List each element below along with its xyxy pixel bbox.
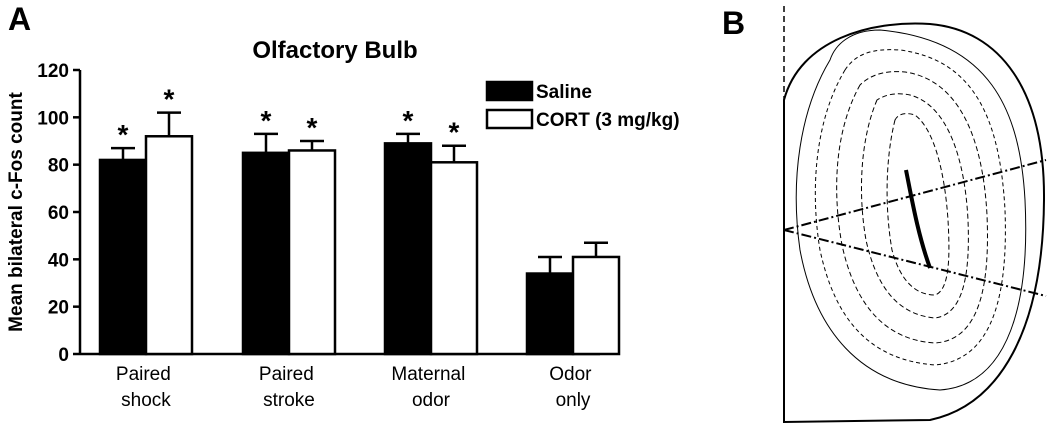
y-tick-label: 100 bbox=[37, 108, 69, 129]
y-tick-label: 0 bbox=[58, 345, 69, 366]
x-tick-label: Maternal odor bbox=[391, 364, 470, 411]
legend-label: CORT (3 mg/kg) bbox=[536, 110, 680, 131]
label-line: stroke bbox=[263, 390, 315, 411]
bar bbox=[571, 255, 621, 356]
y-axis-label: Mean bilateral c-Fos count bbox=[6, 92, 27, 332]
label-line: only bbox=[556, 390, 591, 411]
y-tick-label: 60 bbox=[48, 203, 69, 224]
bar bbox=[429, 161, 479, 356]
outline bbox=[783, 22, 1046, 424]
y-tick-label: 120 bbox=[37, 61, 69, 82]
label-line: Odor bbox=[549, 364, 597, 385]
bar bbox=[241, 151, 291, 356]
diagram bbox=[783, 6, 1047, 425]
legend-label: Saline bbox=[536, 82, 592, 103]
x-tick-label: Odor only bbox=[549, 364, 597, 411]
legend-swatch bbox=[485, 108, 534, 130]
label-line: Paired bbox=[259, 364, 319, 385]
section-line bbox=[783, 229, 1047, 297]
x-tick-label: Paired stroke bbox=[259, 364, 319, 411]
label-line: Maternal bbox=[391, 364, 470, 385]
significance-label: * bbox=[449, 117, 460, 148]
bar bbox=[525, 272, 575, 356]
panel-label: B bbox=[722, 5, 745, 41]
section-line bbox=[783, 159, 1047, 231]
bar bbox=[287, 149, 337, 356]
y-tick-label: 20 bbox=[48, 298, 69, 319]
significance-label: * bbox=[307, 112, 318, 143]
label-line: shock bbox=[121, 390, 171, 411]
y-tick-label: 40 bbox=[48, 250, 69, 271]
chart-title: Olfactory Bulb bbox=[252, 37, 417, 64]
significance-label: * bbox=[164, 84, 175, 115]
layer bbox=[836, 71, 988, 344]
x-tick-label: Paired shock bbox=[116, 364, 176, 411]
significance-label: * bbox=[261, 105, 272, 136]
bar bbox=[383, 142, 433, 356]
bar bbox=[144, 135, 194, 356]
track bbox=[904, 169, 932, 269]
bar bbox=[98, 158, 148, 356]
layer bbox=[795, 29, 1027, 391]
y-tick-label: 80 bbox=[48, 156, 69, 177]
label-line: Paired bbox=[116, 364, 176, 385]
layer bbox=[886, 113, 950, 296]
panel-label: A bbox=[8, 1, 31, 37]
label-line: odor bbox=[412, 390, 451, 411]
layer bbox=[814, 49, 1006, 366]
significance-label: * bbox=[118, 119, 129, 150]
significance-label: * bbox=[403, 105, 414, 136]
legend-swatch bbox=[485, 80, 534, 102]
